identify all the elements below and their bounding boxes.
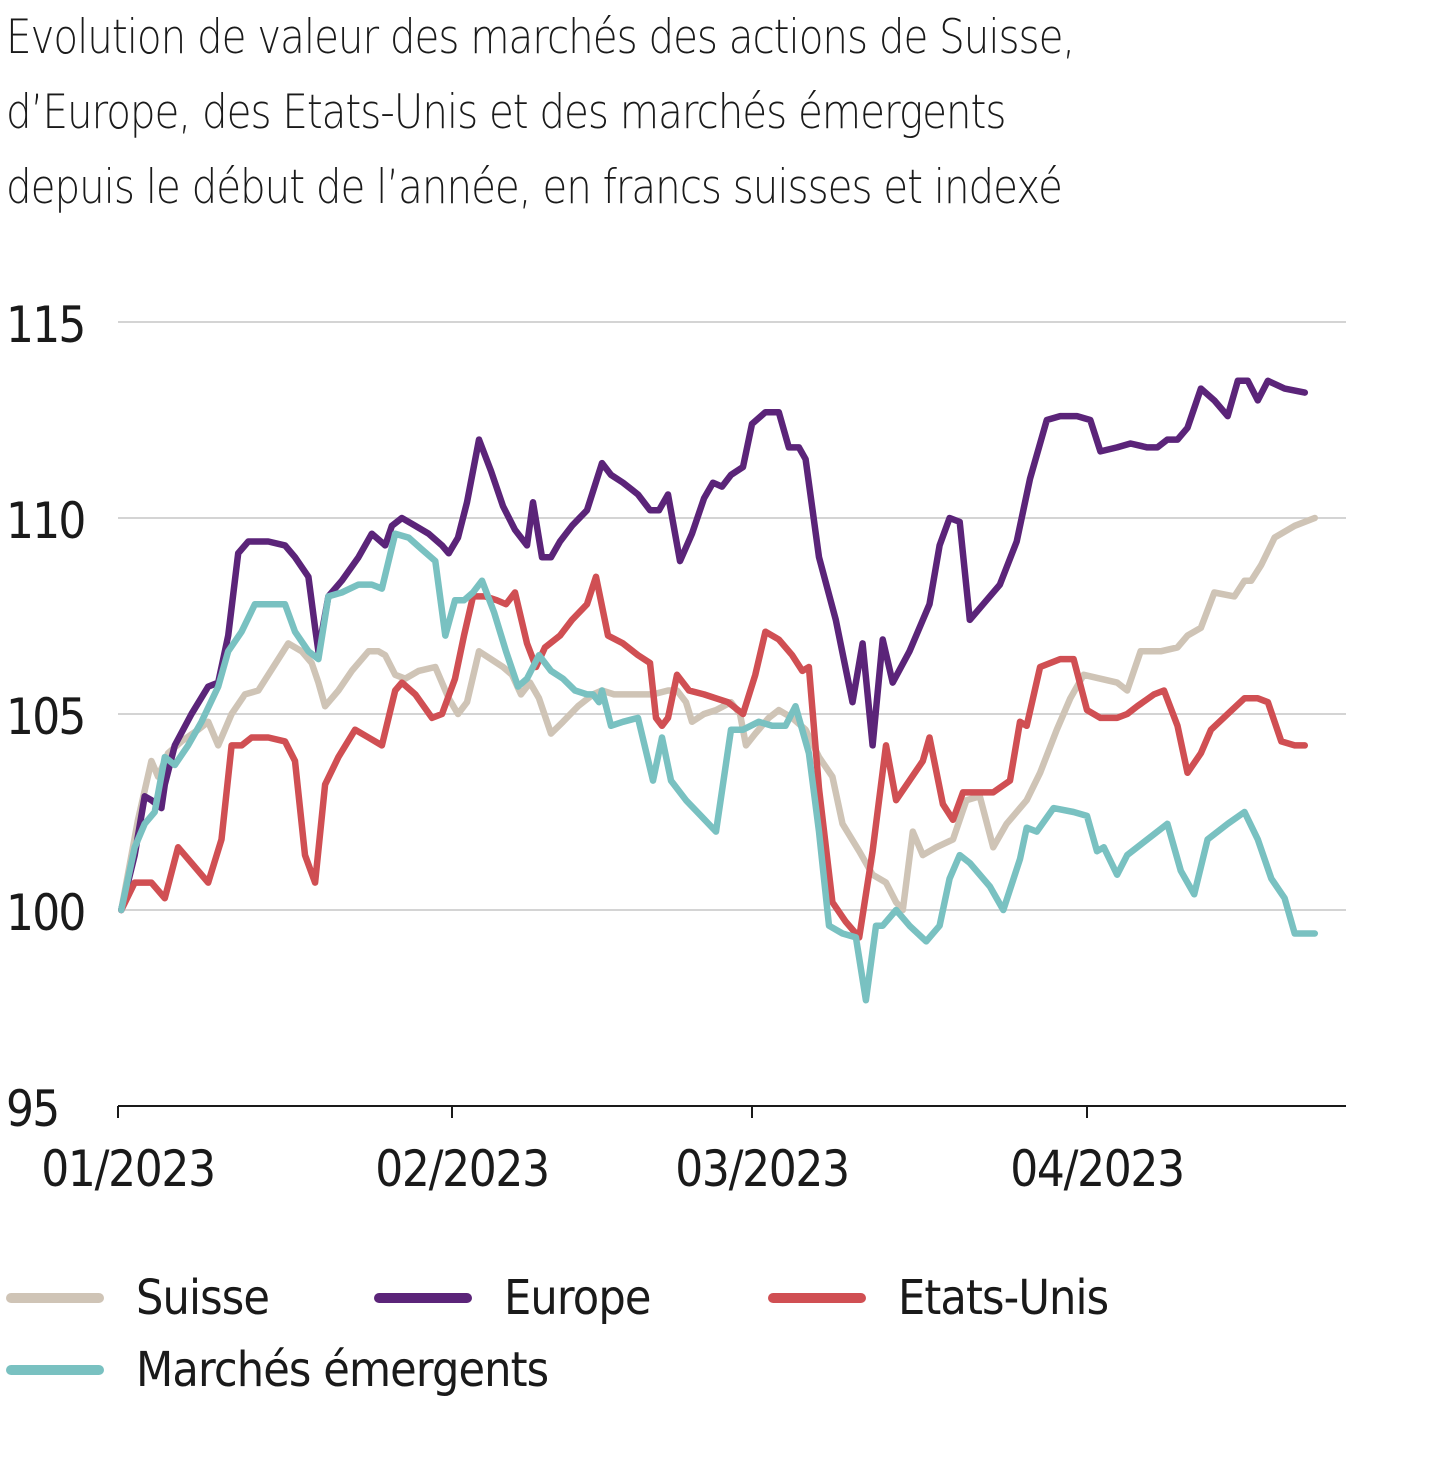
legend-label-marches-emergents: Marchés émergents <box>136 1342 549 1398</box>
chart-title-line-2: d’Europe, des Etats-Unis et des marchés … <box>6 85 1006 140</box>
series-line-europe <box>118 377 1309 914</box>
legend-label-etats-unis: Etats-Unis <box>898 1270 1109 1326</box>
y-tick-label-115: 115 <box>6 296 85 354</box>
x-tick-label-3: 04/2023 <box>1010 1140 1183 1198</box>
chart-title-line-1: Evolution de valeur des marchés des acti… <box>6 10 1075 65</box>
y-tick-label-100: 100 <box>6 884 85 942</box>
y-tick-label-105: 105 <box>6 688 85 746</box>
legend: Suisse Europe Etats-Unis Marchés émergen… <box>0 1262 1440 1422</box>
chart-title: Evolution de valeur des marchés des acti… <box>6 0 1227 225</box>
series-lines <box>118 377 1319 1004</box>
y-tick-label-110: 110 <box>6 492 85 550</box>
gridlines <box>118 321 1346 911</box>
legend-swatch-suisse <box>6 1293 104 1303</box>
chart-title-line-3: depuis le début de l’année, en francs su… <box>6 160 1063 215</box>
legend-item-europe: Europe <box>368 1262 667 1334</box>
legend-item-suisse: Suisse <box>0 1262 284 1334</box>
series-line-etats-unis <box>118 573 1309 941</box>
legend-swatch-marches-emergents <box>6 1365 104 1375</box>
y-tick-label-95: 95 <box>6 1080 58 1138</box>
legend-swatch-etats-unis <box>768 1293 866 1303</box>
series-line-suisse <box>118 514 1319 914</box>
legend-label-suisse: Suisse <box>136 1270 270 1326</box>
x-axis: 01/2023 02/2023 03/2023 04/2023 <box>41 1105 1346 1199</box>
legend-item-etats-unis: Etats-Unis <box>762 1262 1132 1334</box>
x-tick-label-1: 02/2023 <box>375 1140 548 1198</box>
series-line-marches-emergents <box>118 530 1319 1004</box>
legend-label-europe: Europe <box>504 1270 651 1326</box>
y-axis: 95 100 105 110 115 <box>6 296 86 1138</box>
x-tick-label-0: 01/2023 <box>41 1140 214 1198</box>
legend-item-marches-emergents: Marchés émergents <box>0 1334 594 1406</box>
legend-swatch-europe <box>374 1293 472 1303</box>
line-chart: 95 100 105 110 115 01/2023 02/2023 03/2023 04/2… <box>6 296 1346 1199</box>
x-tick-label-2: 03/2023 <box>675 1140 848 1198</box>
